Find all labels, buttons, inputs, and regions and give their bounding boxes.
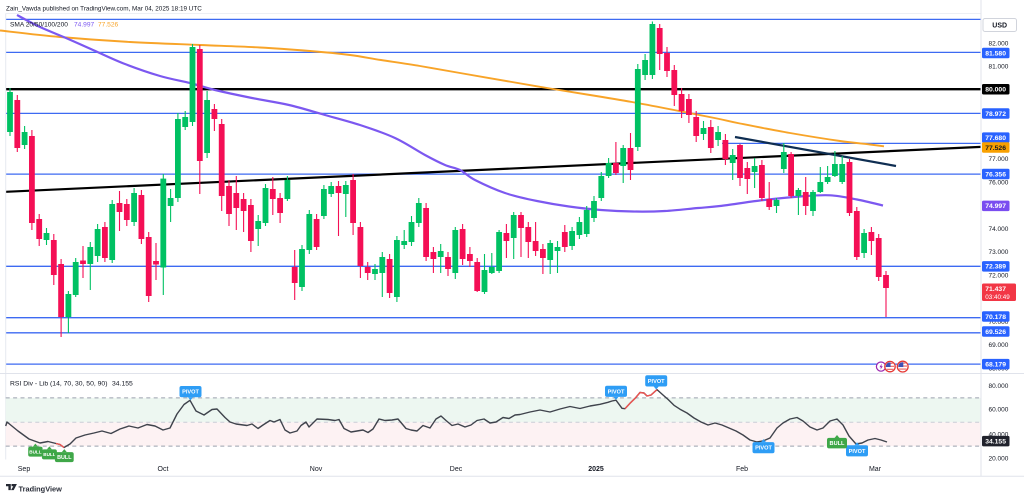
svg-text:RSI Div - Lib (14, 70, 30, 50,: RSI Div - Lib (14, 70, 30, 50, 90) <box>10 381 107 388</box>
svg-text:74.000: 74.000 <box>989 226 1009 233</box>
svg-text:76.000: 76.000 <box>989 179 1009 186</box>
svg-text:40.000: 40.000 <box>989 431 1009 438</box>
svg-text:20.000: 20.000 <box>989 456 1009 463</box>
svg-text:77.526: 77.526 <box>98 22 119 29</box>
svg-text:PIVOT: PIVOT <box>648 379 665 385</box>
svg-text:69.526: 69.526 <box>985 329 1006 336</box>
svg-text:72.000: 72.000 <box>989 272 1009 279</box>
svg-text:34.155: 34.155 <box>985 439 1006 446</box>
svg-text:PIVOT: PIVOT <box>849 449 866 455</box>
svg-text:PIVOT: PIVOT <box>182 390 199 396</box>
svg-text:Mar: Mar <box>869 466 882 473</box>
svg-text:78.972: 78.972 <box>985 111 1006 118</box>
svg-text:69.000: 69.000 <box>989 342 1009 349</box>
svg-text:TradingView: TradingView <box>19 484 63 493</box>
svg-text:80.000: 80.000 <box>985 87 1006 94</box>
svg-text:BULL: BULL <box>57 455 72 461</box>
svg-text:Oct: Oct <box>158 466 169 473</box>
svg-text:BULL: BULL <box>830 441 845 447</box>
svg-text:73.000: 73.000 <box>989 249 1009 256</box>
svg-text:2025: 2025 <box>588 466 604 473</box>
svg-text:70.178: 70.178 <box>985 314 1006 321</box>
svg-text:60.000: 60.000 <box>989 406 1009 413</box>
svg-text:PIVOT: PIVOT <box>755 446 772 452</box>
svg-text:82.000: 82.000 <box>989 40 1009 47</box>
svg-text:81.000: 81.000 <box>989 64 1009 71</box>
svg-text:77.526: 77.526 <box>985 145 1006 152</box>
svg-text:34.155: 34.155 <box>112 381 133 388</box>
svg-text:Sep: Sep <box>18 466 31 473</box>
svg-text:03:40:49: 03:40:49 <box>985 294 1010 301</box>
svg-text:PIVOT: PIVOT <box>608 389 625 395</box>
svg-text:Zain_Vawda published on Tradin: Zain_Vawda published on TradingView.com,… <box>6 6 202 13</box>
svg-text:Nov: Nov <box>310 466 323 473</box>
svg-text:81.580: 81.580 <box>985 50 1006 57</box>
svg-text:BULL: BULL <box>43 452 55 457</box>
svg-text:USD: USD <box>992 23 1007 30</box>
svg-text:SMA 20/50/100/200: SMA 20/50/100/200 <box>10 22 68 29</box>
svg-text:74.997: 74.997 <box>985 203 1006 210</box>
svg-text:Dec: Dec <box>450 466 463 473</box>
svg-text:76.356: 76.356 <box>985 172 1006 179</box>
svg-text:72.389: 72.389 <box>985 264 1006 271</box>
svg-text:Feb: Feb <box>736 466 748 473</box>
svg-text:74.997: 74.997 <box>74 22 95 29</box>
svg-text:71.437: 71.437 <box>985 286 1006 293</box>
svg-text:70.000: 70.000 <box>989 319 1009 326</box>
svg-text:80.000: 80.000 <box>989 383 1009 390</box>
svg-text:77.680: 77.680 <box>985 135 1006 142</box>
svg-text:77.000: 77.000 <box>989 156 1009 163</box>
svg-text:BULL: BULL <box>29 449 41 454</box>
svg-text:68.179: 68.179 <box>985 362 1006 369</box>
